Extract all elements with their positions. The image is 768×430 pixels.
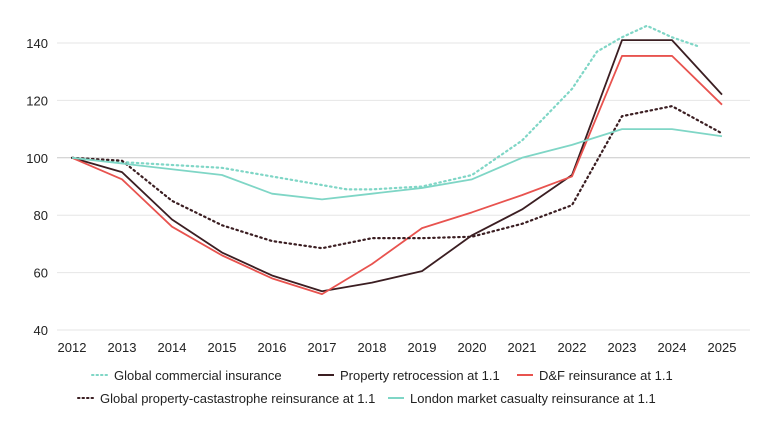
series-line-0: [70, 24, 699, 191]
x-tick-label: 2016: [258, 340, 287, 355]
y-tick-label: 60: [34, 266, 48, 281]
series-line-4: [71, 128, 723, 201]
x-tick-label: 2024: [658, 340, 687, 355]
x-tick-label: 2014: [158, 340, 187, 355]
series-line-1: [71, 39, 723, 293]
y-tick-label: 140: [26, 36, 48, 51]
x-tick-label: 2021: [508, 340, 537, 355]
x-tick-label: 2012: [58, 340, 87, 355]
series-line-3: [70, 105, 724, 250]
y-tick-label: 40: [34, 323, 48, 338]
x-tick-label: 2020: [458, 340, 487, 355]
x-tick-label: 2015: [208, 340, 237, 355]
x-tick-label: 2018: [358, 340, 387, 355]
x-tick-label: 2019: [408, 340, 437, 355]
legend-label: Global commercial insurance: [114, 368, 282, 383]
series-line-2: [71, 55, 723, 296]
y-tick-label: 80: [34, 208, 48, 223]
y-tick-label: 100: [26, 151, 48, 166]
x-tick-label: 2017: [308, 340, 337, 355]
legend-label: D&F reinsurance at 1.1: [539, 368, 673, 383]
legend-label: Global property-castastrophe reinsurance…: [100, 391, 375, 406]
x-tick-label: 2013: [108, 340, 137, 355]
x-tick-label: 2022: [558, 340, 587, 355]
legend-label: London market casualty reinsurance at 1.…: [410, 391, 656, 406]
x-tick-label: 2023: [608, 340, 637, 355]
x-tick-label: 2025: [708, 340, 737, 355]
legend-label: Property retrocession at 1.1: [340, 368, 500, 383]
y-tick-label: 120: [26, 93, 48, 108]
